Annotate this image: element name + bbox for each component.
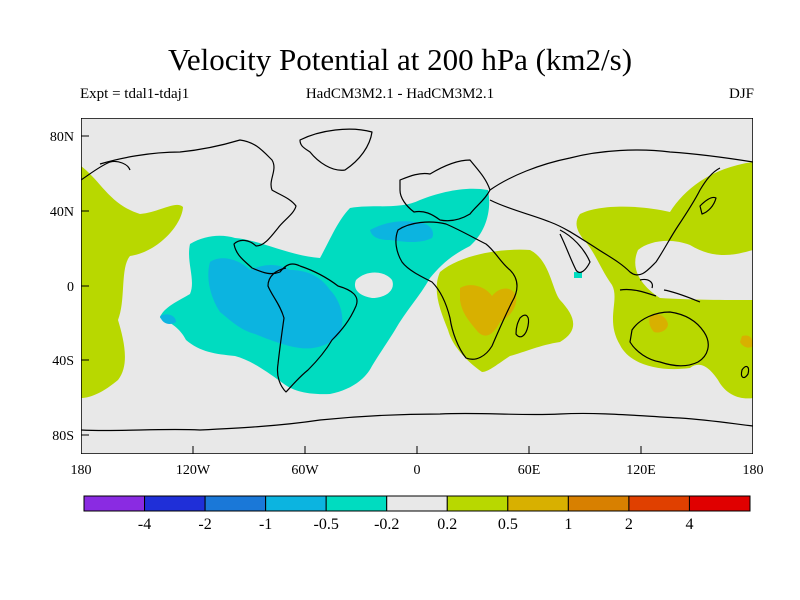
y-label-80N: 80N <box>50 130 74 145</box>
colorbar-label-6: 0.5 <box>498 516 518 533</box>
colorbar-label-3: -0.5 <box>314 516 339 533</box>
y-axis-labels: 80N 40N 0 40S 80S <box>50 130 74 444</box>
contour-region-coral-sea <box>740 335 753 348</box>
colorbar-swatch-9 <box>628 495 690 512</box>
map-panel <box>81 118 753 454</box>
season-label: DJF <box>728 86 754 102</box>
y-label-40N: 40N <box>50 205 74 220</box>
x-label-180-left: 180 <box>71 463 92 478</box>
x-label-120W: 120W <box>176 463 211 478</box>
colorbar-label-1: -2 <box>198 516 211 533</box>
plot-title: Velocity Potential at 200 hPa (km2/s) <box>167 42 633 77</box>
coastline-indonesia <box>619 278 701 303</box>
colorbar-label-5: 0.2 <box>437 516 457 533</box>
coastline-madagascar <box>515 314 530 338</box>
coastline-europe <box>399 159 491 222</box>
x-axis-labels: 180 120W 60W 0 60E 120E 180 <box>71 463 764 478</box>
experiment-label: Expt = tdal1-tdaj1 <box>80 86 190 102</box>
colorbar-swatch-2 <box>204 495 267 512</box>
coastline-australia <box>629 311 709 367</box>
contour-region-mediterranean-core <box>370 221 434 242</box>
coastline-north-america <box>99 139 301 275</box>
x-label-60E: 60E <box>518 463 541 478</box>
coastline-antarctica <box>81 412 753 432</box>
colorbar-label-0: -4 <box>138 516 151 533</box>
contour-region-africa-core <box>460 285 517 336</box>
colorbar <box>83 495 751 512</box>
x-label-120E: 120E <box>626 463 656 478</box>
coastline-asia <box>489 149 753 276</box>
x-label-60W: 60W <box>291 463 319 478</box>
colorbar-label-7: 1 <box>564 516 572 533</box>
contour-fill-0.5-1 <box>460 285 753 348</box>
colorbar-swatch-6 <box>446 495 509 512</box>
colorbar-swatch-4 <box>325 495 388 512</box>
coastline-japan <box>699 196 717 215</box>
colorbar-label-2: -1 <box>259 516 272 533</box>
colorbar-swatch-8 <box>567 495 630 512</box>
contour-region-australia-core <box>649 314 668 333</box>
contour-fill-neg0.5-neg1 <box>160 221 434 349</box>
coastlines <box>81 128 753 432</box>
coastline-new-zealand <box>740 365 750 379</box>
coastline-alaska <box>81 160 131 181</box>
contour-region-south-america-core <box>208 258 343 349</box>
y-axis <box>81 135 89 436</box>
contour-hole-atlantic <box>354 272 393 298</box>
y-label-40S: 40S <box>52 354 74 369</box>
colorbar-swatch-3 <box>265 495 327 512</box>
coastline-greenland <box>299 128 373 171</box>
coastline-south-america <box>267 265 358 393</box>
colorbar-label-9: 4 <box>685 516 693 533</box>
colorbar-swatch-7 <box>507 495 569 512</box>
model-label: HadCM3M2.1 - HadCM3M2.1 <box>305 86 495 102</box>
colorbar-labels: -4 -2 -1 -0.5 -0.2 0.2 0.5 1 2 4 <box>138 516 694 533</box>
contour-region-south-pacific-core <box>160 314 176 324</box>
contour-fill-0.2-0.5 <box>81 162 753 399</box>
contour-region-east-pacific <box>81 166 183 398</box>
colorbar-swatch-5 <box>386 495 448 512</box>
coastline-africa <box>395 221 518 360</box>
colorbar-label-4: -0.2 <box>374 516 399 533</box>
colorbar-swatch-0 <box>83 495 146 512</box>
contour-region-asia-pacific <box>576 162 753 399</box>
x-label-180-right: 180 <box>743 463 764 478</box>
x-label-0: 0 <box>414 463 421 478</box>
coastline-india <box>559 229 591 274</box>
y-label-80S: 80S <box>52 429 74 444</box>
x-axis <box>192 446 642 454</box>
colorbar-label-8: 2 <box>625 516 633 533</box>
contour-region-indian-ocean-small <box>574 272 582 278</box>
colorbar-swatch-1 <box>144 495 206 512</box>
colorbar-swatch-10 <box>688 495 751 512</box>
y-label-0: 0 <box>67 280 74 295</box>
